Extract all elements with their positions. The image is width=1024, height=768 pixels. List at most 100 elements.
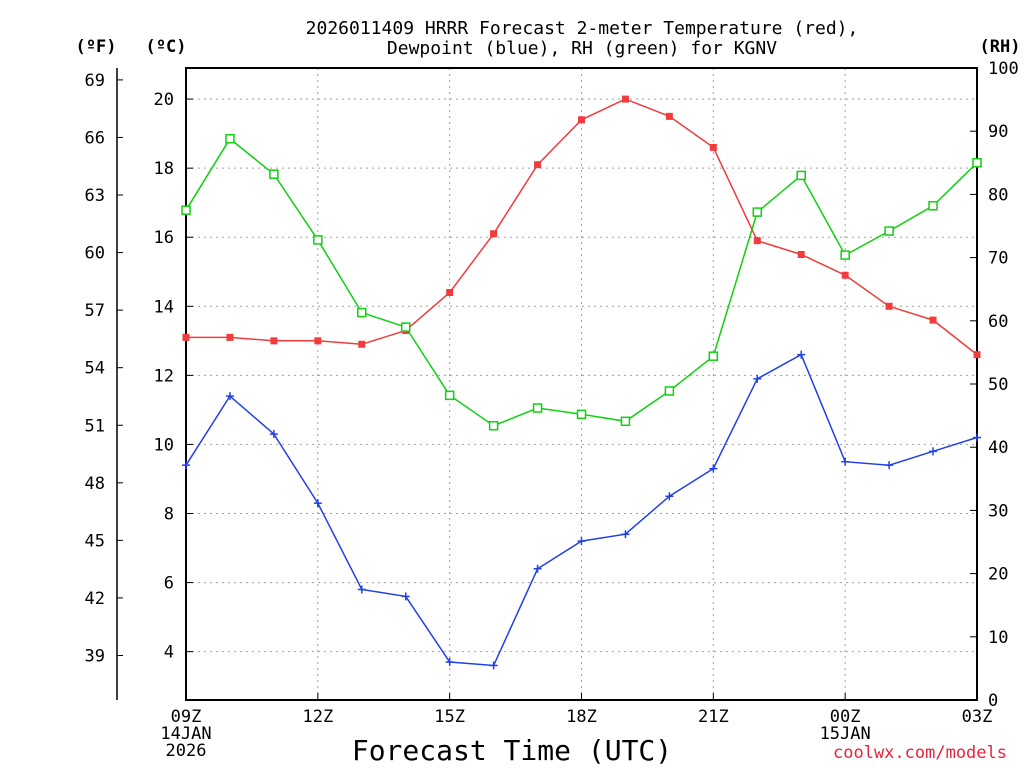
dewpoint-point — [225, 392, 234, 401]
fahrenheit-tick-label: 39 — [85, 646, 105, 666]
dewpoint-point — [973, 433, 981, 442]
rh-tick-label: 100 — [988, 59, 1019, 79]
rh-point — [576, 409, 587, 420]
temperature-point — [358, 340, 366, 348]
fahrenheit-tick-label: 48 — [85, 474, 105, 494]
rh-point — [708, 351, 719, 361]
axes — [116, 67, 978, 701]
rh-point — [357, 307, 367, 318]
celsius-tick-label: 8 — [164, 505, 174, 525]
rh-point — [752, 207, 763, 217]
x-tick-label: 03Z — [962, 707, 993, 727]
x-tick-label: 14JAN — [160, 724, 211, 744]
rh-point — [225, 134, 235, 144]
temperature-point — [270, 337, 278, 345]
temperature-point — [665, 112, 673, 120]
rh-point — [532, 403, 543, 413]
x-tick-label: 15JAN — [820, 724, 871, 744]
fahrenheit-unit-label: (ºF) — [76, 37, 117, 57]
rh-point — [488, 420, 499, 431]
fahrenheit-tick-label: 66 — [85, 128, 105, 148]
series-rh — [181, 134, 982, 431]
dewpoint-point — [841, 457, 850, 466]
chart-title-line-2: Dewpoint (blue), RH (green) for KGNV — [387, 38, 777, 59]
celsius-tick-label: 20 — [154, 90, 174, 110]
dewpoint-point — [445, 658, 454, 667]
celsius-tick-label: 12 — [154, 366, 174, 386]
fahrenheit-tick-label: 69 — [85, 71, 105, 91]
x-tick-label: 18Z — [566, 707, 597, 727]
fahrenheit-tick-label: 42 — [85, 589, 105, 609]
rh-tick-label: 60 — [988, 312, 1008, 332]
celsius-tick-label: 4 — [164, 643, 174, 663]
series-temperature — [182, 95, 981, 359]
rh-point — [884, 226, 894, 236]
rh-tick-label: 0 — [988, 691, 998, 711]
chart-title-line-1: 2026011409 HRRR Forecast 2-meter Tempera… — [306, 18, 859, 39]
dewpoint-point — [313, 499, 322, 508]
rh-tick-label: 50 — [988, 375, 1008, 395]
dewpoint-point — [665, 492, 674, 501]
x-tick-label: 09Z — [171, 707, 202, 727]
fahrenheit-tick-label: 63 — [85, 186, 105, 206]
temperature-point — [797, 250, 805, 258]
dewpoint-point — [357, 585, 366, 594]
rh-point — [181, 205, 191, 215]
rh-point — [664, 386, 675, 396]
dewpoint-point — [797, 350, 806, 359]
temperature-point — [182, 333, 190, 341]
rh-point — [269, 169, 279, 179]
rh-point — [796, 170, 806, 181]
fahrenheit-tick-label: 60 — [85, 244, 105, 264]
temperature-point — [446, 288, 454, 296]
tick-labels: 39 42 45 48 51 54 57 60 63 66 69 4 6 8 10 12 14 16 18 20 0 10… — [85, 59, 1019, 761]
rh-tick-label: 90 — [988, 122, 1008, 142]
temperature-point — [226, 333, 234, 341]
celsius-unit-label: (ºC) — [146, 37, 187, 57]
temperature-point — [753, 237, 761, 245]
rh-point — [400, 322, 411, 332]
temperature-point — [578, 116, 585, 124]
rh-unit-label: (RH) — [980, 37, 1021, 57]
rh-point — [444, 390, 455, 401]
dewpoint-point — [753, 374, 762, 383]
rh-point — [620, 416, 631, 427]
rh-tick-label: 20 — [988, 565, 1008, 585]
dewpoint-point — [489, 661, 498, 670]
dewpoint-point — [577, 537, 586, 546]
x-tick-label: 00Z — [830, 707, 861, 727]
x-axis-label: Forecast Time (UTC) — [352, 734, 672, 767]
x-tick-label: 15Z — [434, 707, 465, 727]
x-tick-label: 12Z — [302, 707, 333, 727]
celsius-tick-label: 16 — [154, 228, 174, 248]
dewpoint-point — [533, 564, 542, 573]
rh-point — [313, 235, 323, 245]
rh-point — [928, 201, 938, 211]
data-series — [181, 95, 982, 670]
temperature-point — [929, 316, 937, 324]
rh-tick-label: 10 — [988, 628, 1008, 648]
credit-text: coolwx.com/models — [833, 743, 1007, 763]
temperature-point — [621, 95, 629, 103]
fahrenheit-tick-label: 54 — [85, 359, 105, 379]
rh-point — [972, 158, 982, 168]
dewpoint-point — [182, 461, 190, 470]
rh-tick-label: 40 — [988, 438, 1008, 458]
temperature-point — [841, 271, 849, 279]
rh-tick-label: 80 — [988, 185, 1008, 205]
fahrenheit-tick-label: 45 — [85, 531, 105, 551]
dewpoint-point — [885, 461, 894, 470]
x-tick-label: 2026 — [166, 741, 207, 761]
fahrenheit-tick-label: 57 — [85, 301, 105, 321]
temperature-point — [490, 230, 498, 238]
celsius-tick-label: 18 — [154, 159, 174, 179]
temperature-point — [314, 337, 322, 345]
temperature-point — [885, 302, 893, 310]
dewpoint-point — [621, 530, 630, 539]
temperature-point — [973, 351, 981, 359]
temperature-point — [534, 161, 542, 169]
x-tick-label: 21Z — [698, 707, 729, 727]
temperature-point — [709, 143, 717, 151]
